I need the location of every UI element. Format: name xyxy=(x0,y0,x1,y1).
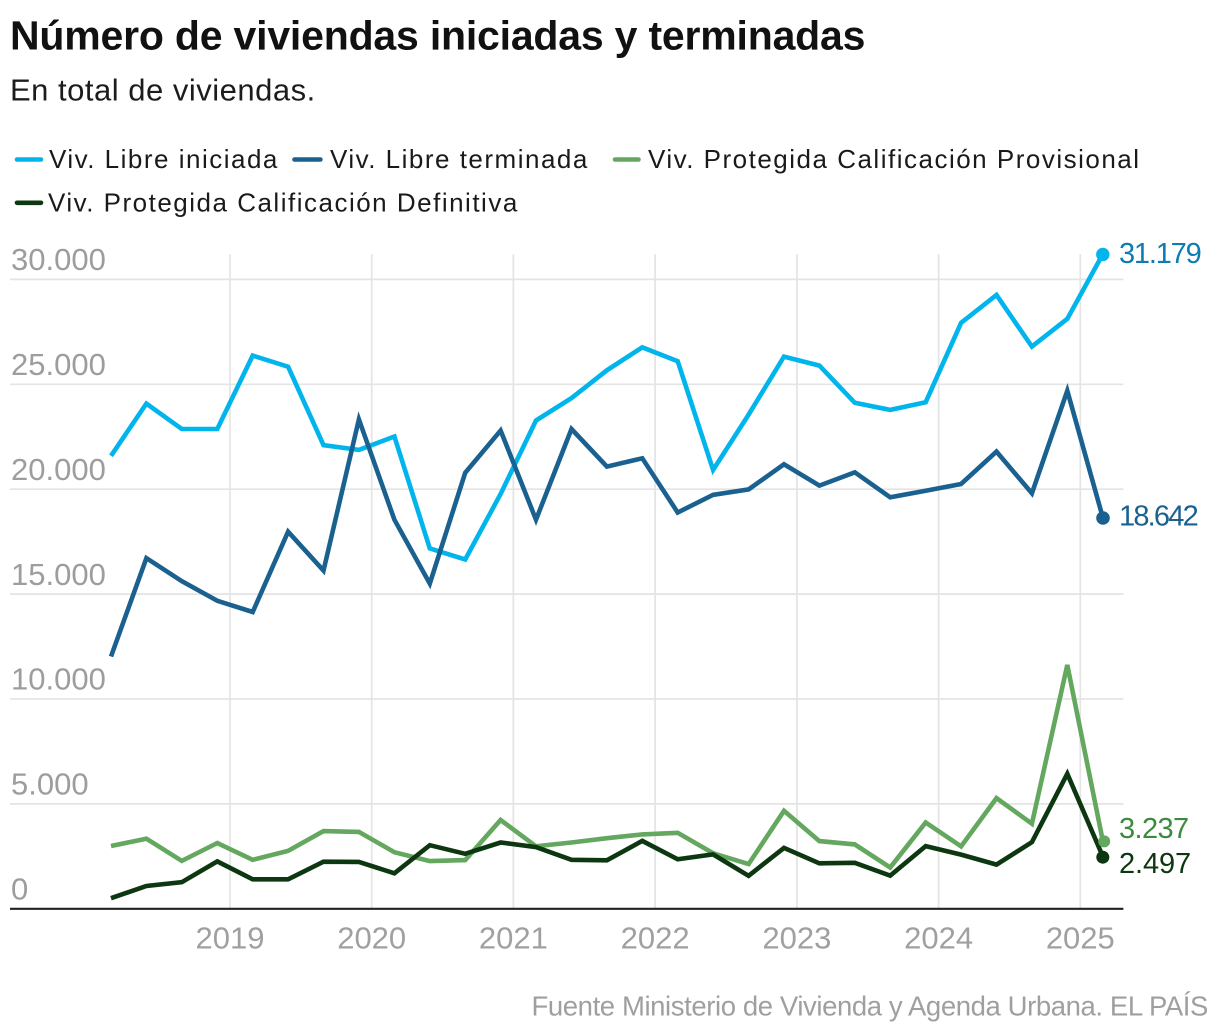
svg-text:2021: 2021 xyxy=(479,921,548,956)
svg-text:Viv. Protegida Calificación De: Viv. Protegida Calificación Definitiva xyxy=(48,187,519,217)
svg-text:2023: 2023 xyxy=(762,921,831,956)
svg-text:Viv. Protegida Calificación Pr: Viv. Protegida Calificación Provisional xyxy=(648,144,1141,174)
svg-text:Viv. Libre terminada: Viv. Libre terminada xyxy=(330,144,589,174)
svg-text:2.497: 2.497 xyxy=(1119,848,1191,880)
svg-text:2020: 2020 xyxy=(337,921,406,956)
svg-text:30.000: 30.000 xyxy=(11,242,106,277)
svg-text:31.179: 31.179 xyxy=(1119,238,1201,270)
svg-text:2024: 2024 xyxy=(904,921,973,956)
svg-text:25.000: 25.000 xyxy=(11,347,106,382)
svg-text:Fuente Ministerio de Vivienda: Fuente Ministerio de Vivienda y Agenda U… xyxy=(531,990,1208,1021)
svg-text:0: 0 xyxy=(11,872,28,907)
svg-text:18.642: 18.642 xyxy=(1119,501,1198,533)
svg-text:10.000: 10.000 xyxy=(11,662,106,697)
svg-text:3.237: 3.237 xyxy=(1119,813,1189,845)
svg-text:20.000: 20.000 xyxy=(11,452,106,487)
svg-text:2019: 2019 xyxy=(196,921,265,956)
svg-text:Número de viviendas iniciadas: Número de viviendas iniciadas y terminad… xyxy=(10,13,865,59)
svg-text:2022: 2022 xyxy=(621,921,690,956)
svg-text:5.000: 5.000 xyxy=(11,767,89,802)
svg-text:2025: 2025 xyxy=(1046,921,1115,956)
svg-text:15.000: 15.000 xyxy=(11,557,106,592)
svg-text:En total de viviendas.: En total de viviendas. xyxy=(10,73,316,108)
svg-text:Viv. Libre iniciada: Viv. Libre iniciada xyxy=(49,144,279,174)
